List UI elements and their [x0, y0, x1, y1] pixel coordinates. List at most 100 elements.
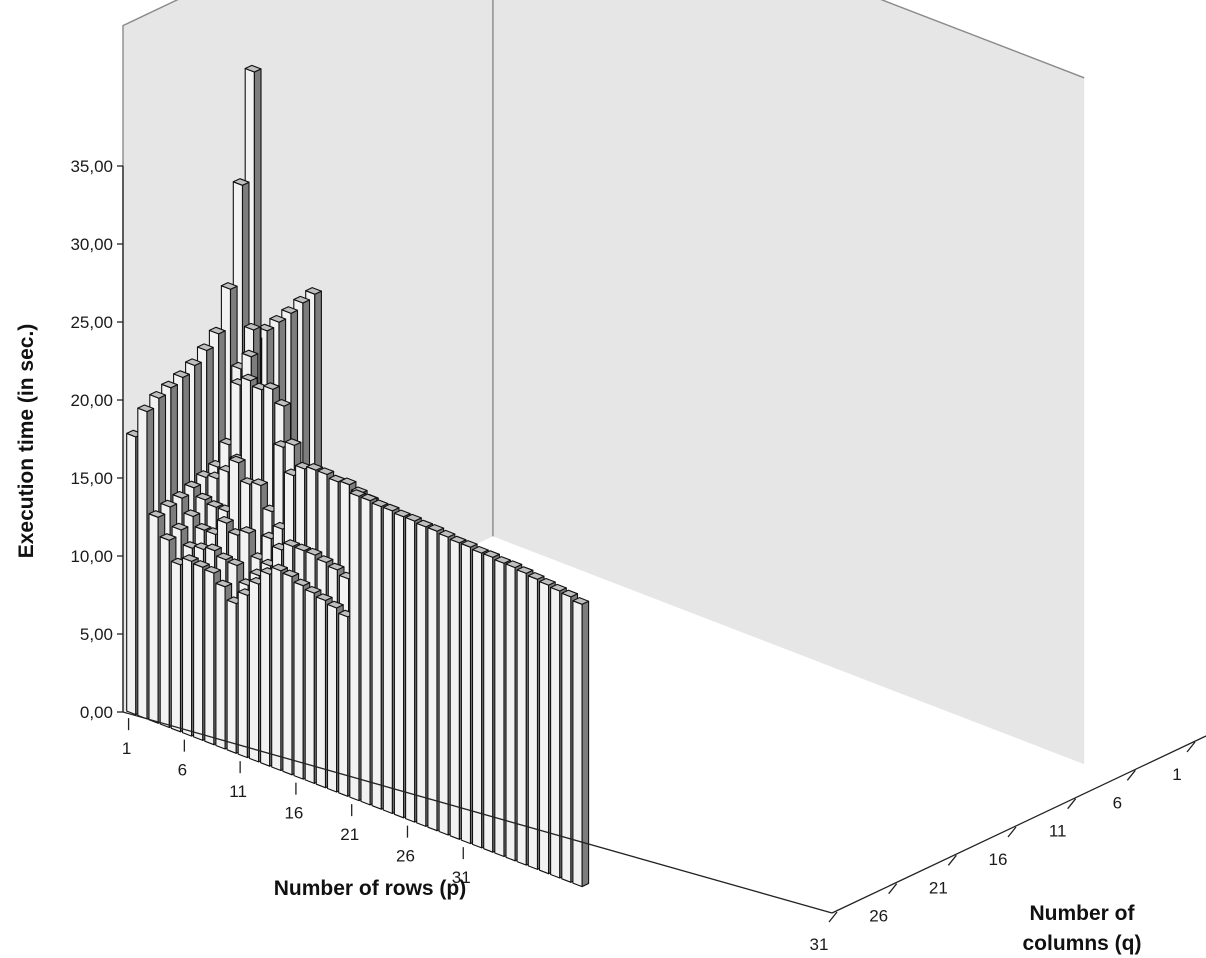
bar-top-face: [172, 490, 190, 499]
bar-front-face: [349, 492, 360, 802]
bar-top-face: [159, 533, 177, 541]
bar-top-face: [244, 64, 262, 73]
z-tick-label: 25,00: [70, 313, 113, 332]
y-tick-label: 31: [810, 935, 829, 954]
bar-top-face: [427, 524, 445, 532]
bar-front-face: [237, 591, 248, 759]
bar-top-face: [271, 563, 288, 572]
bar-top-face: [449, 535, 467, 544]
bar-top-face: [216, 552, 233, 561]
bar-front-face: [516, 569, 527, 866]
bar-top-face: [263, 382, 280, 390]
bar-front-face: [438, 533, 449, 836]
bar-top-face: [305, 547, 323, 556]
bar-top-face: [194, 522, 212, 531]
y-tick-label: 26: [869, 907, 888, 926]
bar-top-face: [349, 489, 367, 497]
x-tick-label: 1: [122, 739, 131, 758]
bar-top-face: [215, 579, 233, 588]
bar-top-face: [149, 390, 167, 399]
bar-top-face: [228, 455, 246, 464]
bar-front-face: [248, 580, 260, 763]
bar-front-face: [505, 563, 516, 862]
bar-front-face: [338, 612, 349, 797]
bar-top-face: [196, 343, 214, 352]
bar-top-face: [561, 589, 579, 598]
bar-front-face: [471, 549, 483, 849]
bar-front-face: [572, 600, 583, 888]
x-axis-line: [122, 711, 833, 914]
x-tick-label: 31: [452, 868, 471, 887]
bar-top-face: [208, 326, 226, 335]
bar-top-face: [137, 404, 155, 413]
y-tick-label: 6: [1113, 793, 1122, 812]
y-tick-label: 1: [1172, 765, 1181, 784]
bar-front-face: [382, 506, 393, 815]
bar-front-face: [304, 589, 315, 784]
bar-top-face: [416, 519, 434, 528]
bar-top-face: [281, 306, 299, 314]
z-tick-label: 20,00: [70, 391, 113, 410]
bar-top-face: [317, 467, 335, 476]
bar-top-face: [195, 492, 213, 501]
bar-top-face: [294, 543, 312, 552]
bar-top-face: [171, 522, 189, 531]
bar-top-face: [516, 566, 534, 574]
bar-front-face: [326, 603, 338, 793]
bar-top-face: [538, 577, 556, 586]
bar-front-face: [193, 563, 204, 741]
z-tick-label: 30,00: [70, 235, 113, 254]
bar-top-face: [405, 513, 422, 522]
bar-top-face: [326, 600, 344, 609]
bar-top-face: [227, 558, 245, 567]
y-tick-mark: [947, 854, 957, 866]
y-tick-mark: [828, 911, 838, 923]
y-axis-line: [831, 735, 1206, 914]
y-tick-label: 16: [989, 850, 1008, 869]
bar-front-face: [315, 596, 327, 789]
y-tick-label: 21: [929, 878, 948, 897]
bar-top-face: [206, 500, 224, 508]
bar-top-face: [293, 295, 311, 304]
bar: [572, 597, 590, 888]
bar-top-face: [282, 569, 300, 578]
x-tick-label: 26: [396, 847, 415, 866]
bar-front-face: [427, 527, 438, 832]
bar-top-face: [316, 555, 334, 564]
bar-front-face: [271, 566, 282, 772]
x-tick-label: 6: [178, 761, 187, 780]
bar-top-face: [181, 554, 199, 562]
y-tick-mark: [1186, 741, 1196, 753]
bar-top-face: [216, 515, 234, 524]
bar-top-face: [184, 480, 202, 489]
z-tick-label: 35,00: [70, 157, 113, 176]
bar-front-face: [148, 513, 159, 724]
bar-top-face: [460, 540, 478, 548]
bar-top-face: [251, 478, 268, 487]
bar-front-face: [293, 581, 304, 780]
bar-front-face: [371, 502, 382, 810]
bar-front-face: [449, 538, 460, 840]
y-tick-mark: [1067, 798, 1077, 810]
y-tick-mark: [1007, 826, 1017, 838]
bar-top-face: [438, 529, 456, 538]
bar-top-face: [327, 562, 345, 571]
bar-top-face: [315, 593, 333, 602]
bar-top-face: [305, 287, 322, 295]
bar-top-face: [283, 539, 300, 548]
bar-top-face: [241, 349, 259, 358]
bar-front-face: [405, 516, 416, 823]
bar-top-face: [173, 370, 190, 379]
x-tick-label: 21: [340, 825, 359, 844]
z-tick-label: 0,00: [80, 703, 113, 722]
z-tick-label: 15,00: [70, 469, 113, 488]
bar-front-face: [170, 560, 182, 733]
bar-top-face: [284, 438, 302, 446]
bar-top-face: [371, 499, 389, 508]
y-tick-label: 11: [1049, 822, 1067, 841]
z-axis: 0,00 5,00 10,00 15,00 20,00 25,00 30,00 35,00: [70, 157, 124, 722]
bar-top-face: [239, 526, 257, 534]
bar-top-face: [483, 550, 500, 558]
y-axis-title-line-1: Number of: [1030, 902, 1136, 925]
